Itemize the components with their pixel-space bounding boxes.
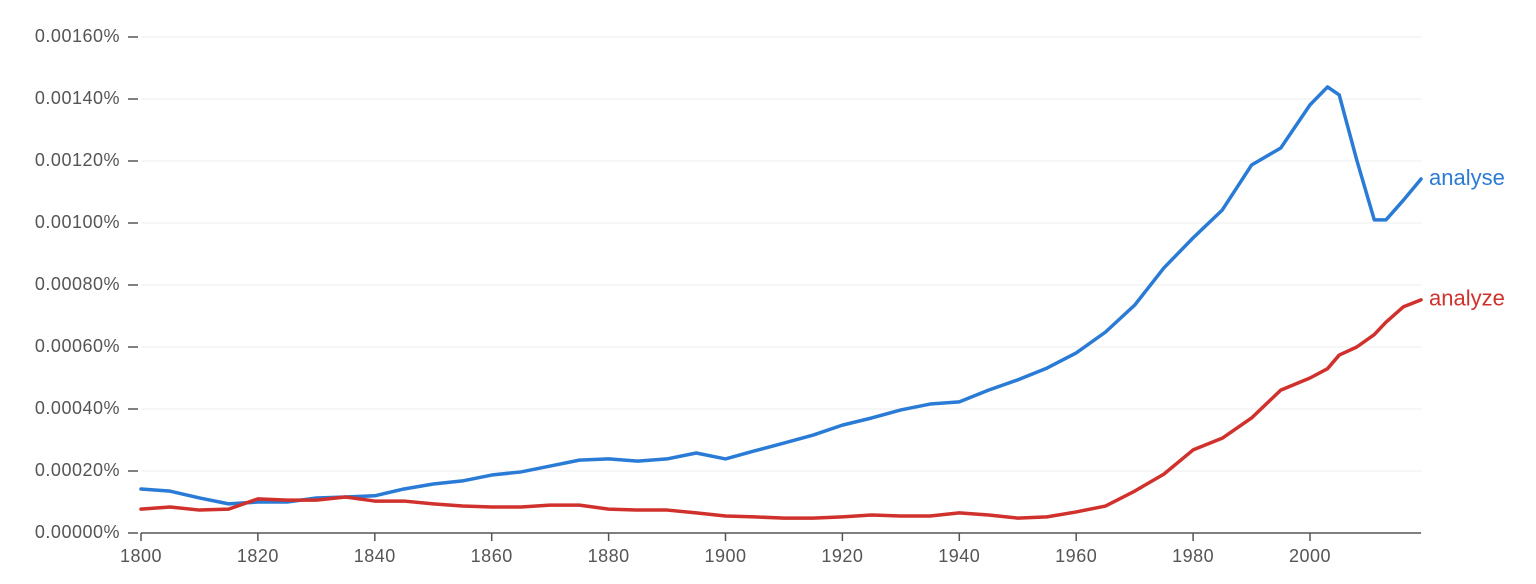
y-tick-label: 0.00020% bbox=[35, 460, 120, 480]
x-tick-label: 1920 bbox=[821, 546, 863, 566]
series-label: analyze bbox=[1429, 286, 1505, 311]
y-tick-label: 0.00160% bbox=[35, 26, 120, 46]
x-tick-label: 1980 bbox=[1172, 546, 1214, 566]
y-tick-label: 0.00120% bbox=[35, 150, 120, 170]
x-tick-label: 1820 bbox=[237, 546, 279, 566]
series-line bbox=[139, 298, 1423, 520]
y-tick-label: 0.00140% bbox=[35, 88, 120, 108]
x-tick-label: 1940 bbox=[938, 546, 980, 566]
y-tick-label: 0.00100% bbox=[35, 212, 120, 232]
y-tick-label: 0.00080% bbox=[35, 274, 120, 294]
series-label: analyse bbox=[1429, 165, 1505, 190]
series-line bbox=[139, 85, 1423, 506]
y-tick-label: 0.00060% bbox=[35, 336, 120, 356]
y-tick-label: 0.00000% bbox=[35, 522, 120, 542]
x-tick-label: 1960 bbox=[1055, 546, 1097, 566]
x-tick-label: 1900 bbox=[704, 546, 746, 566]
x-tick-label: 1840 bbox=[354, 546, 396, 566]
y-tick-label: 0.00040% bbox=[35, 398, 120, 418]
x-tick-label: 1860 bbox=[471, 546, 513, 566]
x-tick-label: 2000 bbox=[1289, 546, 1331, 566]
x-tick-label: 1800 bbox=[120, 546, 162, 566]
x-tick-label: 1880 bbox=[588, 546, 630, 566]
